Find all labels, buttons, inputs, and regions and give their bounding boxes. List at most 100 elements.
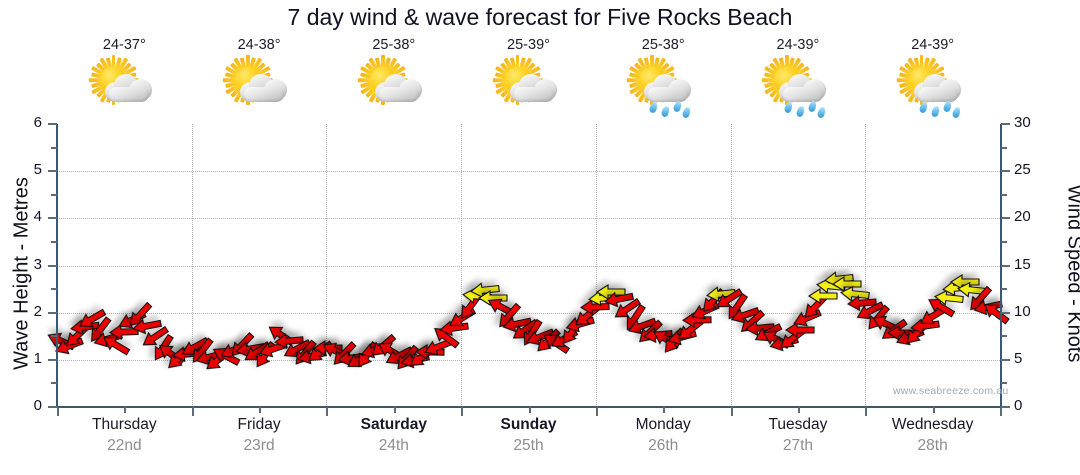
left-axis-tick-label: 6 [33, 114, 42, 131]
day-header-saturday: 25-38° [326, 36, 462, 116]
wind-arrow [847, 294, 878, 312]
day-header-strip: 24-37° 24-38° 25-38° 25-39° 25-38° 24-39° 24-3… [57, 36, 1000, 122]
right-axis-tick-label: 0 [1014, 397, 1023, 414]
day-label-saturday: Saturday 24th [326, 414, 462, 456]
gridline-day-divider [865, 124, 867, 407]
right-axis-tick-label: 25 [1014, 161, 1031, 179]
day-name: Thursday [92, 416, 157, 433]
right-axis-minor-tick [1001, 193, 1007, 196]
day-date: 22nd [107, 437, 142, 454]
day-label-tuesday: Tuesday 27th [730, 414, 866, 456]
left-axis-minor-tick [51, 193, 57, 196]
wind-arrow [979, 297, 1013, 328]
bottom-axis-tick [663, 407, 666, 413]
day-name: Tuesday [768, 416, 828, 433]
day-header-thursday: 24-37° [56, 36, 192, 116]
wind-arrow [131, 315, 164, 336]
bottom-axis-tick [393, 407, 396, 413]
left-axis-tick [48, 358, 57, 361]
wind-arrow [728, 302, 762, 327]
left-axis-line [56, 124, 58, 408]
day-header-monday: 25-38° [595, 36, 731, 119]
plot-area [47, 124, 1010, 407]
wind-arrow [273, 332, 304, 351]
day-date: 24th [378, 437, 409, 454]
bottom-axis-tick [124, 407, 127, 413]
day-label-monday: Monday 26th [595, 414, 731, 456]
left-axis-minor-tick [51, 240, 57, 243]
bottom-axis-tick [461, 407, 464, 416]
left-axis-tick [48, 170, 57, 173]
left-axis-title: Wave Height - Metres [10, 177, 33, 370]
right-axis-tick [1001, 170, 1010, 173]
gridline-horizontal [57, 359, 1000, 361]
right-axis-minor-tick [1001, 288, 1007, 291]
left-axis-tick-label: 4 [33, 208, 42, 226]
bottom-axis-tick [259, 407, 262, 413]
temperature-range: 24-39° [776, 37, 820, 53]
right-axis-tick [1001, 406, 1010, 408]
raindrop-icon [918, 100, 964, 119]
sun-behind-rain-cloud-icon [627, 55, 698, 119]
right-axis-tick-label: 20 [1014, 208, 1031, 226]
left-axis-tick [48, 311, 57, 314]
left-axis-minor-tick [51, 335, 57, 338]
day-name: Friday [237, 416, 281, 433]
left-axis-tick [48, 406, 57, 408]
cloud-icon [778, 74, 827, 102]
gridline-horizontal [57, 218, 1000, 220]
sun-behind-cloud-icon [88, 55, 159, 116]
day-date: 25th [513, 437, 544, 454]
day-header-sunday: 25-39° [461, 36, 597, 116]
wind-arrow-strong [808, 287, 838, 304]
raindrop-icon [648, 100, 694, 119]
temperature-range: 25-39° [507, 37, 550, 53]
wind-arrow-strong [839, 284, 871, 303]
right-axis-minor-tick [1001, 240, 1007, 243]
left-axis-tick [48, 123, 57, 125]
left-axis-tick-label: 2 [33, 302, 42, 320]
wind-arrow [603, 289, 636, 310]
wind-arrow [138, 322, 172, 352]
site-watermark: www.seabreeze.com.au [893, 385, 1009, 397]
day-label-strip: Thursday 22nd Friday 23rd Saturday 24th Sunday… [57, 414, 1000, 472]
left-axis-tick-label: 0 [33, 397, 42, 414]
day-header-friday: 24-38° [191, 36, 327, 116]
wind-arrow [500, 313, 533, 335]
sun-behind-rain-cloud-icon [761, 55, 833, 119]
page-title: 7 day wind & wave forecast for Five Rock… [287, 4, 793, 30]
cloud-icon [374, 74, 423, 102]
day-date: 23rd [243, 437, 275, 454]
day-date: 27th [782, 437, 813, 454]
gridline-day-divider [730, 124, 732, 407]
left-axis-tick [48, 217, 57, 220]
day-name: Saturday [360, 416, 427, 433]
cloud-icon [644, 74, 692, 102]
bottom-axis-tick [730, 407, 733, 416]
sun-behind-rain-cloud-icon [896, 55, 968, 119]
right-axis-minor-tick [1001, 335, 1007, 338]
day-label-sunday: Sunday 25th [461, 414, 597, 456]
wind-arrow-strong [595, 283, 626, 300]
sun-behind-cloud-icon [357, 55, 429, 116]
gridline-horizontal [57, 265, 1000, 267]
raindrop-icon [783, 100, 829, 119]
right-axis-tick [1001, 123, 1010, 125]
right-axis-tick [1001, 264, 1010, 267]
bottom-axis-tick [865, 407, 868, 416]
bottom-axis-tick [528, 407, 531, 413]
right-axis-tick-label: 30 [1014, 114, 1031, 131]
gridline-day-divider [461, 124, 463, 407]
left-axis-minor-tick [51, 288, 57, 291]
cloud-icon [913, 74, 962, 102]
bottom-axis-tick [191, 407, 194, 416]
sun-behind-cloud-icon [223, 55, 294, 116]
bottom-axis-tick [1000, 407, 1002, 416]
day-label-wednesday: Wednesday 28th [865, 414, 1001, 456]
left-axis-tick-label: 3 [33, 255, 42, 273]
sun-behind-cloud-icon [492, 55, 564, 116]
wind-arrow [99, 330, 133, 359]
cloud-icon [240, 74, 288, 102]
gridline-horizontal [57, 171, 1000, 173]
